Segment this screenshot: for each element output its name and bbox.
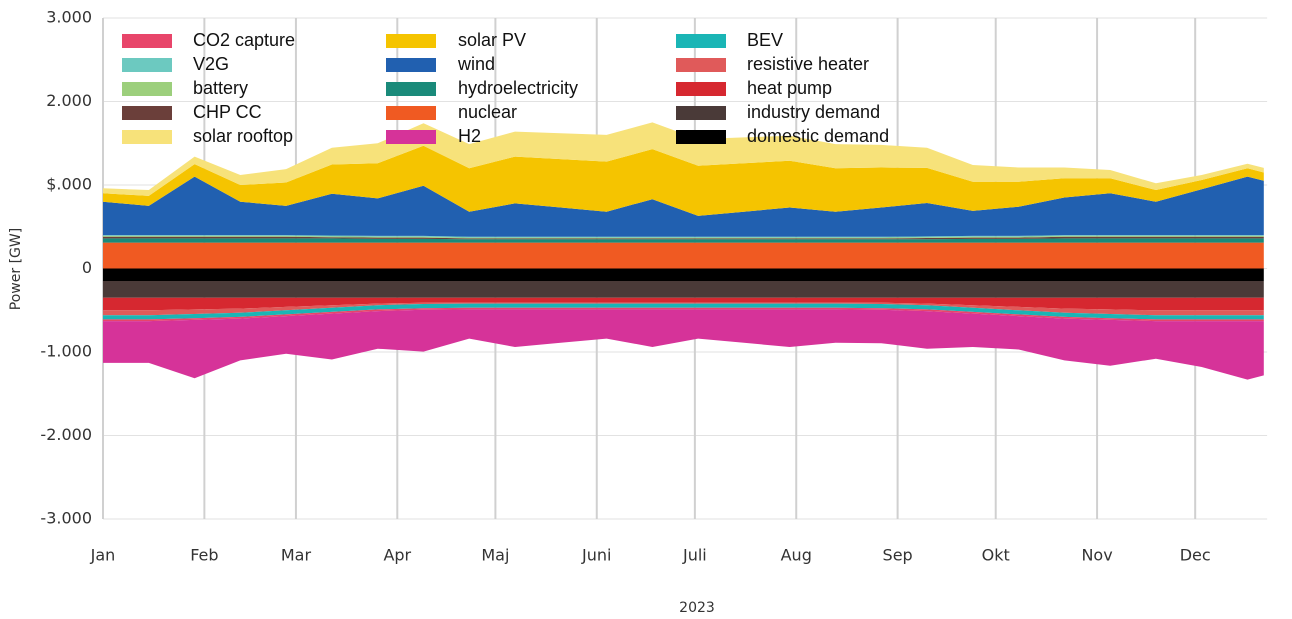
- y-tick-label: 3.000: [46, 8, 92, 27]
- legend-label: V2G: [193, 54, 229, 74]
- legend-label: solar rooftop: [193, 126, 293, 146]
- y-tick-label: -1.000: [40, 342, 92, 361]
- legend-label: domestic demand: [747, 126, 889, 146]
- x-tick-label: Nov: [1081, 546, 1112, 565]
- x-axis-label: 2023: [679, 600, 715, 616]
- x-tick-label: Feb: [190, 546, 218, 565]
- legend-label: nuclear: [458, 102, 517, 122]
- legend-swatch: [122, 82, 172, 96]
- area: [103, 235, 1264, 238]
- y-tick-label: -3.000: [40, 509, 92, 528]
- legend-label: H2: [458, 126, 481, 146]
- area: [103, 297, 1264, 311]
- area: [103, 145, 1264, 216]
- legend-label: CO2 capture: [193, 30, 295, 50]
- area: [103, 281, 1264, 298]
- area: [103, 302, 1264, 316]
- legend-label: wind: [457, 54, 495, 74]
- area: [103, 176, 1264, 237]
- y-tick-label: 2.000: [46, 91, 92, 110]
- legend-label: CHP CC: [193, 102, 262, 122]
- legend-swatch: [676, 82, 726, 96]
- x-tick-label: Jan: [90, 546, 116, 565]
- legend-swatch: [676, 58, 726, 72]
- legend-swatch: [122, 58, 172, 72]
- area: [103, 235, 1264, 239]
- areas: [103, 122, 1264, 380]
- legend-swatch: [122, 130, 172, 144]
- legend-label: heat pump: [747, 78, 832, 98]
- legend-label: battery: [193, 78, 248, 98]
- x-tick-label: Sep: [883, 546, 913, 565]
- area: [103, 303, 1264, 320]
- legend-swatch: [386, 106, 436, 120]
- x-tick-label: Apr: [383, 546, 411, 565]
- area: [103, 307, 1264, 322]
- x-tick-label: Dec: [1180, 546, 1211, 565]
- legend-swatch: [386, 58, 436, 72]
- legend-swatch: [676, 34, 726, 48]
- area: [103, 236, 1264, 240]
- legend-label: industry demand: [747, 102, 880, 122]
- area: [103, 242, 1264, 269]
- legend-label: resistive heater: [747, 54, 869, 74]
- x-tick-label: Juni: [581, 546, 611, 565]
- legend: CO2 capture V2G battery CHP CC solar rooftop…: [122, 30, 889, 146]
- legend-swatch: [386, 82, 436, 96]
- area: [103, 268, 1264, 281]
- x-tick-label: Aug: [781, 546, 812, 565]
- legend-label: hydroelectricity: [458, 78, 578, 98]
- x-tick-label: Okt: [982, 546, 1010, 565]
- y-tick-label: 0: [82, 258, 92, 277]
- legend-swatch: [676, 106, 726, 120]
- legend-swatch: [386, 130, 436, 144]
- x-tick-label: Maj: [481, 546, 509, 565]
- legend-swatch: [122, 106, 172, 120]
- legend-label: BEV: [747, 30, 783, 50]
- area: [103, 238, 1264, 243]
- x-tick-label: Juli: [682, 546, 707, 565]
- legend-swatch: [386, 34, 436, 48]
- y-tick-label: $.000: [46, 175, 92, 194]
- area: [103, 309, 1264, 380]
- legend-swatch: [122, 34, 172, 48]
- x-tick-label: Mar: [281, 546, 312, 565]
- legend-swatch: [676, 130, 726, 144]
- y-tick-label: -2.000: [40, 425, 92, 444]
- legend-label: solar PV: [458, 30, 526, 50]
- y-axis-label: Power [GW]: [8, 228, 24, 310]
